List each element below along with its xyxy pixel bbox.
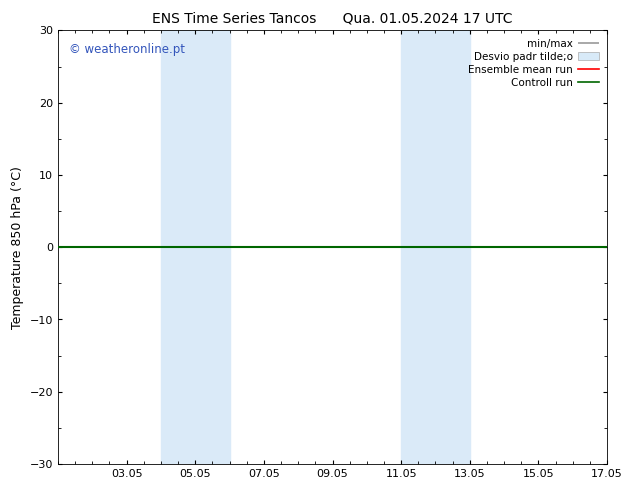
Text: © weatheronline.pt: © weatheronline.pt (69, 44, 185, 56)
Legend: min/max, Desvio padr tilde;o, Ensemble mean run, Controll run: min/max, Desvio padr tilde;o, Ensemble m… (465, 36, 602, 91)
Y-axis label: Temperature 850 hPa (°C): Temperature 850 hPa (°C) (11, 166, 24, 329)
Bar (436, 30, 470, 464)
Bar (161, 30, 195, 464)
Title: ENS Time Series Tancos      Qua. 01.05.2024 17 UTC: ENS Time Series Tancos Qua. 01.05.2024 1… (152, 11, 513, 25)
Bar (401, 30, 436, 464)
Bar (195, 30, 230, 464)
